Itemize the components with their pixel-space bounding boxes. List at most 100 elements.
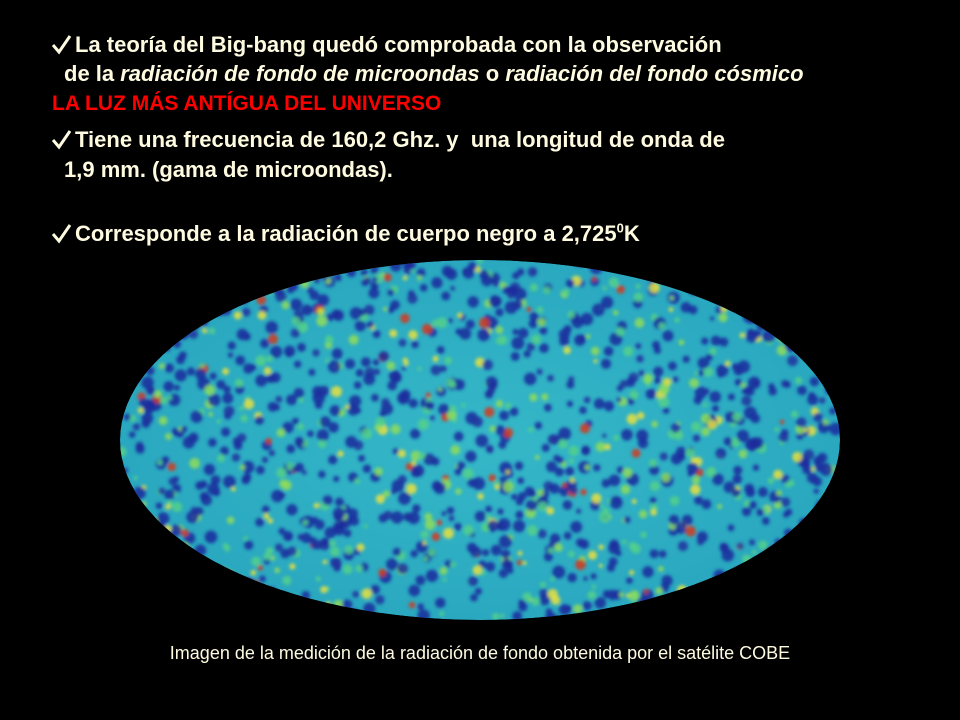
texture-spot [170,524,182,537]
texture-spot [811,292,816,297]
texture-spot [733,465,743,475]
texture-spot [640,531,647,538]
texture-spot [346,267,357,278]
texture-spot [220,287,227,295]
texture-spot [199,272,211,284]
texture-spot [198,315,207,324]
texture-spot [803,342,815,354]
texture-spot [408,601,416,609]
texture-spot [833,504,840,518]
texture-spot [709,391,722,403]
texture-spot [157,282,166,291]
texture-spot [547,547,554,554]
texture-spot [286,504,298,516]
texture-spot [759,314,773,328]
texture-spot [602,508,610,516]
texture-spot [579,539,590,550]
texture-spot [690,421,702,432]
texture-spot [621,539,627,545]
texture-spot [419,284,428,292]
italic-text: radiación de fondo de microondas [120,61,480,86]
texture-spot [776,282,786,292]
texture-spot [512,519,526,533]
texture-spot [736,429,750,443]
texture-spot [608,277,619,288]
texture-spot [429,415,435,421]
texture-spot [526,306,532,312]
texture-spot [454,522,462,531]
texture-spot [164,345,171,352]
texture-spot [381,398,390,407]
texture-spot [411,340,419,349]
texture-spot [438,387,443,392]
texture-spot [159,396,168,405]
texture-spot [541,393,549,401]
texture-spot [239,464,246,471]
texture-spot [354,320,366,332]
texture-spot [237,433,247,443]
texture-spot [246,293,251,298]
texture-spot [175,569,186,579]
texture-spot [539,343,549,354]
texture-spot [401,260,408,265]
texture-spot [450,285,456,291]
bullet-text: La teoría del Big-bang quedó comprobada … [75,32,722,57]
texture-spot [444,356,453,365]
texture-spot [823,603,831,611]
texture-spot [198,263,205,270]
texture-spot [190,319,201,330]
texture-spot [177,328,189,340]
texture-spot [194,544,207,557]
texture-spot [374,467,383,476]
texture-spot [546,506,555,515]
texture-spot [321,275,328,282]
text: o [479,61,506,86]
texture-spot [481,570,486,576]
texture-spot [703,262,712,270]
texture-spot [682,355,690,363]
texture-spot [329,539,337,547]
texture-spot [668,514,680,526]
texture-spot [564,605,572,613]
texture-spot [829,422,840,436]
texture-spot [744,483,755,494]
texture-spot [830,275,840,285]
texture-spot [709,608,719,618]
texture-spot [735,585,740,590]
texture-spot [773,469,783,480]
texture-spot [173,300,185,312]
texture-spot [512,611,523,620]
texture-spot [303,601,312,611]
texture-spot [244,593,252,601]
texture-spot [312,385,324,397]
texture-spot [653,366,664,377]
texture-spot [529,283,538,292]
texture-spot [176,607,181,612]
texture-spot [528,319,538,329]
texture-spot [152,552,163,564]
texture-spot [505,470,510,475]
text: K [623,221,640,246]
texture-spot [243,363,254,374]
texture-spot [562,288,570,296]
texture-spot [250,583,262,595]
texture-spot [425,401,435,411]
texture-spot [791,300,801,310]
texture-spot [600,296,614,309]
texture-spot [390,511,404,524]
texture-spot [543,403,552,412]
texture-spot [653,376,661,384]
texture-spot [257,565,264,571]
texture-spot [314,401,323,410]
texture-spot [488,474,496,482]
texture-spot [528,597,533,602]
texture-spot [593,359,598,364]
texture-spot [188,329,198,339]
texture-spot [409,428,421,440]
texture-spot [256,295,266,305]
texture-spot [277,592,289,604]
texture-spot [587,550,598,560]
texture-spot [476,260,484,264]
texture-spot [587,590,597,600]
texture-spot [482,549,490,557]
